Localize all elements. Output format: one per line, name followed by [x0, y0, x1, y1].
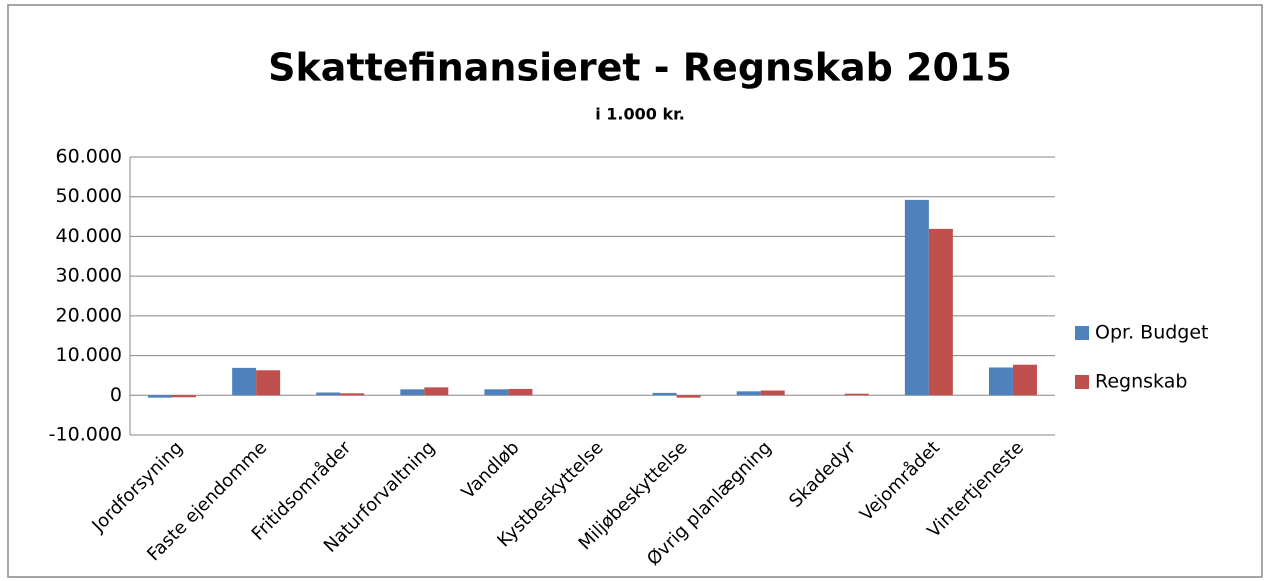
bar — [676, 395, 701, 398]
y-tick-label: 60.000 — [56, 146, 122, 168]
bar — [400, 389, 425, 396]
bar — [316, 392, 341, 396]
legend-swatch — [1075, 326, 1089, 340]
bar — [172, 395, 197, 398]
y-tick-label: 10.000 — [56, 344, 122, 366]
y-tick-label: 0 — [110, 384, 122, 406]
y-tick-label: 50.000 — [56, 185, 122, 207]
legend-swatch — [1075, 375, 1089, 389]
bar — [484, 389, 509, 396]
bar — [760, 390, 785, 396]
legend-label: Opr. Budget — [1095, 322, 1209, 344]
y-tick-label: 40.000 — [56, 225, 122, 247]
bar — [256, 370, 281, 396]
bar — [1012, 364, 1037, 396]
bar — [424, 387, 449, 396]
chart-frame — [7, 4, 1263, 578]
y-tick-label: 20.000 — [56, 304, 122, 326]
bar — [508, 388, 533, 396]
bar — [652, 392, 677, 396]
bar — [232, 367, 257, 396]
bar — [904, 199, 929, 396]
legend-label: Regnskab — [1095, 371, 1187, 393]
bar — [928, 228, 953, 396]
y-tick-label: -10.000 — [49, 424, 122, 446]
bar — [340, 393, 365, 396]
chart-title: Skattefinansieret - Regnskab 2015 — [268, 46, 1012, 90]
bar — [148, 395, 173, 398]
bar — [844, 393, 869, 396]
y-tick-label: 30.000 — [56, 265, 122, 287]
bar — [988, 367, 1013, 396]
bar — [736, 391, 761, 396]
chart-subtitle: i 1.000 kr. — [595, 105, 685, 124]
